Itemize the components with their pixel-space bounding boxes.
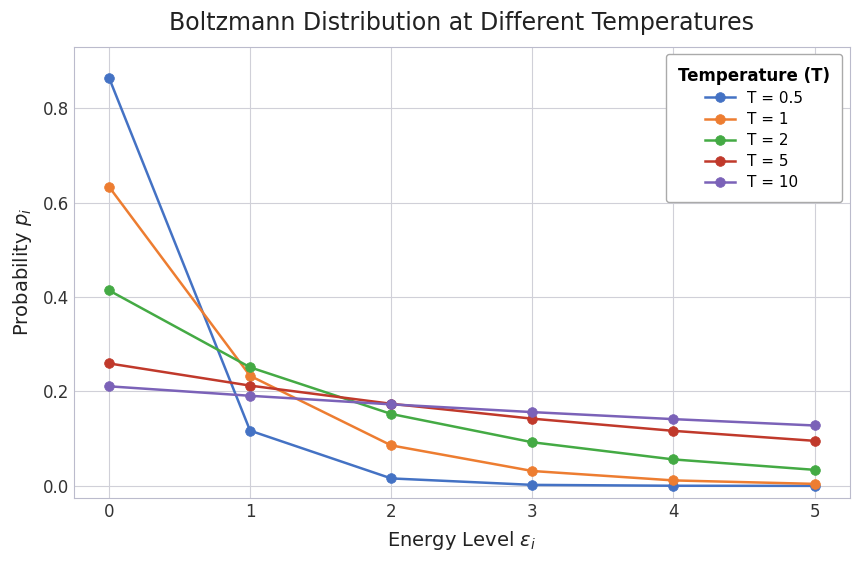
Title: Boltzmann Distribution at Different Temperatures: Boltzmann Distribution at Different Temp… <box>170 11 754 35</box>
T = 5 <box>668 427 678 434</box>
T = 0.5 <box>245 427 255 434</box>
T = 10 <box>809 422 820 429</box>
T = 0.5 <box>104 74 115 81</box>
T = 0.5 <box>386 475 396 482</box>
T = 5 <box>809 437 820 444</box>
T = 2 <box>668 456 678 463</box>
Y-axis label: Probability $p_i$: Probability $p_i$ <box>11 208 34 336</box>
T = 10 <box>386 401 396 408</box>
Line: T = 2: T = 2 <box>104 285 820 475</box>
T = 10 <box>668 415 678 422</box>
T = 0.5 <box>668 482 678 489</box>
T = 5 <box>386 400 396 407</box>
T = 2 <box>527 439 537 446</box>
Line: T = 5: T = 5 <box>104 359 820 446</box>
T = 5 <box>527 415 537 422</box>
T = 0.5 <box>809 482 820 489</box>
T = 0.5 <box>527 481 537 488</box>
T = 1 <box>104 184 115 190</box>
T = 1 <box>809 480 820 487</box>
T = 1 <box>386 442 396 449</box>
Legend: T = 0.5, T = 1, T = 2, T = 5, T = 10: T = 0.5, T = 1, T = 2, T = 5, T = 10 <box>666 55 842 203</box>
T = 2 <box>809 467 820 473</box>
T = 10 <box>104 383 115 390</box>
Line: T = 10: T = 10 <box>104 382 820 430</box>
T = 2 <box>245 364 255 370</box>
T = 10 <box>245 392 255 399</box>
X-axis label: Energy Level $\varepsilon_i$: Energy Level $\varepsilon_i$ <box>387 529 536 552</box>
T = 2 <box>386 410 396 417</box>
T = 1 <box>527 468 537 475</box>
T = 10 <box>527 409 537 415</box>
T = 1 <box>668 477 678 484</box>
T = 5 <box>245 382 255 389</box>
Line: T = 1: T = 1 <box>104 182 820 489</box>
T = 1 <box>245 373 255 379</box>
T = 5 <box>104 360 115 367</box>
T = 2 <box>104 287 115 294</box>
Line: T = 0.5: T = 0.5 <box>104 73 820 491</box>
